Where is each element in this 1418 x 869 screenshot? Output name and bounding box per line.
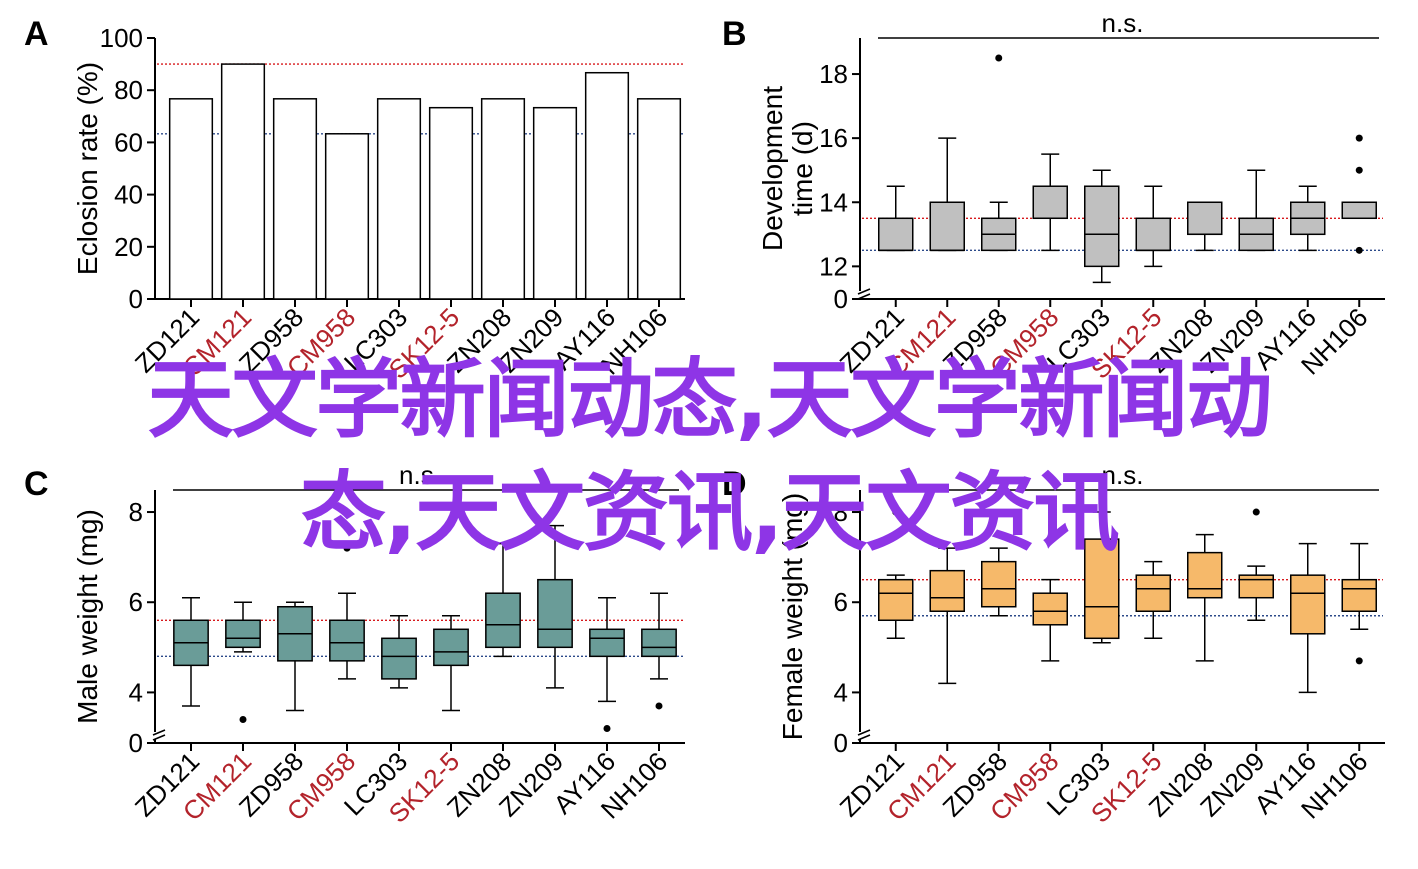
significance-label: n.s. <box>1102 460 1144 490</box>
bar <box>324 133 370 300</box>
panel-label: D <box>722 465 747 503</box>
box <box>329 619 365 662</box>
outlier-point <box>1046 535 1054 543</box>
y-tick-label: 20 <box>114 232 143 262</box>
bar <box>168 98 214 300</box>
significance-label: n.s. <box>399 460 441 490</box>
box <box>929 201 965 252</box>
box <box>1187 201 1223 236</box>
box <box>225 619 261 649</box>
outlier-point <box>1252 508 1260 516</box>
y-tick-label: 14 <box>819 187 848 217</box>
axis-break-mark <box>857 729 871 736</box>
box <box>878 578 914 622</box>
outlier-point <box>343 544 351 552</box>
y-tick-label: 12 <box>819 251 848 281</box>
box <box>981 560 1017 608</box>
axis-break-mark <box>857 734 871 741</box>
panel-label: A <box>24 15 49 53</box>
y-axis-title: Eclosion rate (%) <box>72 62 103 275</box>
bar <box>428 106 474 300</box>
box <box>1135 574 1171 612</box>
bar <box>584 71 630 300</box>
y-tick-label: 6 <box>834 587 848 617</box>
box <box>1084 185 1120 268</box>
y-tick-label: 4 <box>834 677 848 707</box>
axis-break-mark <box>152 734 166 741</box>
box <box>381 637 417 680</box>
panel-label: C <box>24 465 49 503</box>
outlier-point <box>603 724 611 732</box>
box <box>1341 201 1377 220</box>
outlier-point <box>1355 657 1363 665</box>
y-axis-title: Development <box>757 86 788 251</box>
bar <box>272 98 318 300</box>
box <box>1084 538 1120 640</box>
y-axis-title: time (d) <box>787 121 818 216</box>
outlier-point <box>892 508 900 516</box>
y-tick-label: 16 <box>819 123 848 153</box>
axis-break-gap <box>854 732 866 739</box>
axis-break-gap <box>854 291 866 298</box>
y-tick-label: 4 <box>129 677 143 707</box>
box <box>1187 551 1223 599</box>
outlier-point <box>655 702 663 710</box>
y-tick-label: 100 <box>100 23 143 53</box>
box <box>929 569 965 612</box>
outlier-point <box>1355 246 1363 254</box>
panel-label: B <box>722 15 747 53</box>
box <box>537 578 573 649</box>
box <box>433 628 469 667</box>
outlier-point <box>239 715 247 723</box>
box <box>589 628 625 658</box>
outlier-point <box>995 54 1003 62</box>
axis-break-mark <box>857 288 871 295</box>
box <box>1032 592 1068 626</box>
box <box>1238 574 1274 599</box>
y-tick-label: 6 <box>129 587 143 617</box>
y-tick-label: 8 <box>129 497 143 527</box>
box <box>641 628 677 658</box>
bar <box>220 63 266 300</box>
box <box>485 592 521 649</box>
y-tick-label: 80 <box>114 75 143 105</box>
y-axis-title: Male weight (mg) <box>72 509 103 724</box>
outlier-point <box>1355 134 1363 142</box>
y-tick-label: 0 <box>834 728 848 758</box>
significance-label: n.s. <box>1102 8 1144 38</box>
box <box>1032 185 1068 220</box>
y-tick-label: 0 <box>129 284 143 314</box>
box <box>878 217 914 252</box>
bar <box>532 106 578 300</box>
y-tick-label: 40 <box>114 180 143 210</box>
y-axis-title: Female weight (mg) <box>777 493 808 740</box>
box <box>1290 574 1326 635</box>
y-tick-label: 0 <box>834 284 848 314</box>
y-tick-label: 0 <box>129 728 143 758</box>
box <box>1341 578 1377 612</box>
y-tick-label: 8 <box>834 497 848 527</box>
bar <box>636 98 682 300</box>
bar <box>376 98 422 300</box>
axis-break-gap <box>149 732 161 739</box>
y-tick-label: 18 <box>819 59 848 89</box>
bar <box>480 98 526 300</box>
y-tick-label: 60 <box>114 127 143 157</box>
axis-break-mark <box>152 729 166 736</box>
box <box>1135 217 1171 252</box>
outlier-point <box>1355 166 1363 174</box>
